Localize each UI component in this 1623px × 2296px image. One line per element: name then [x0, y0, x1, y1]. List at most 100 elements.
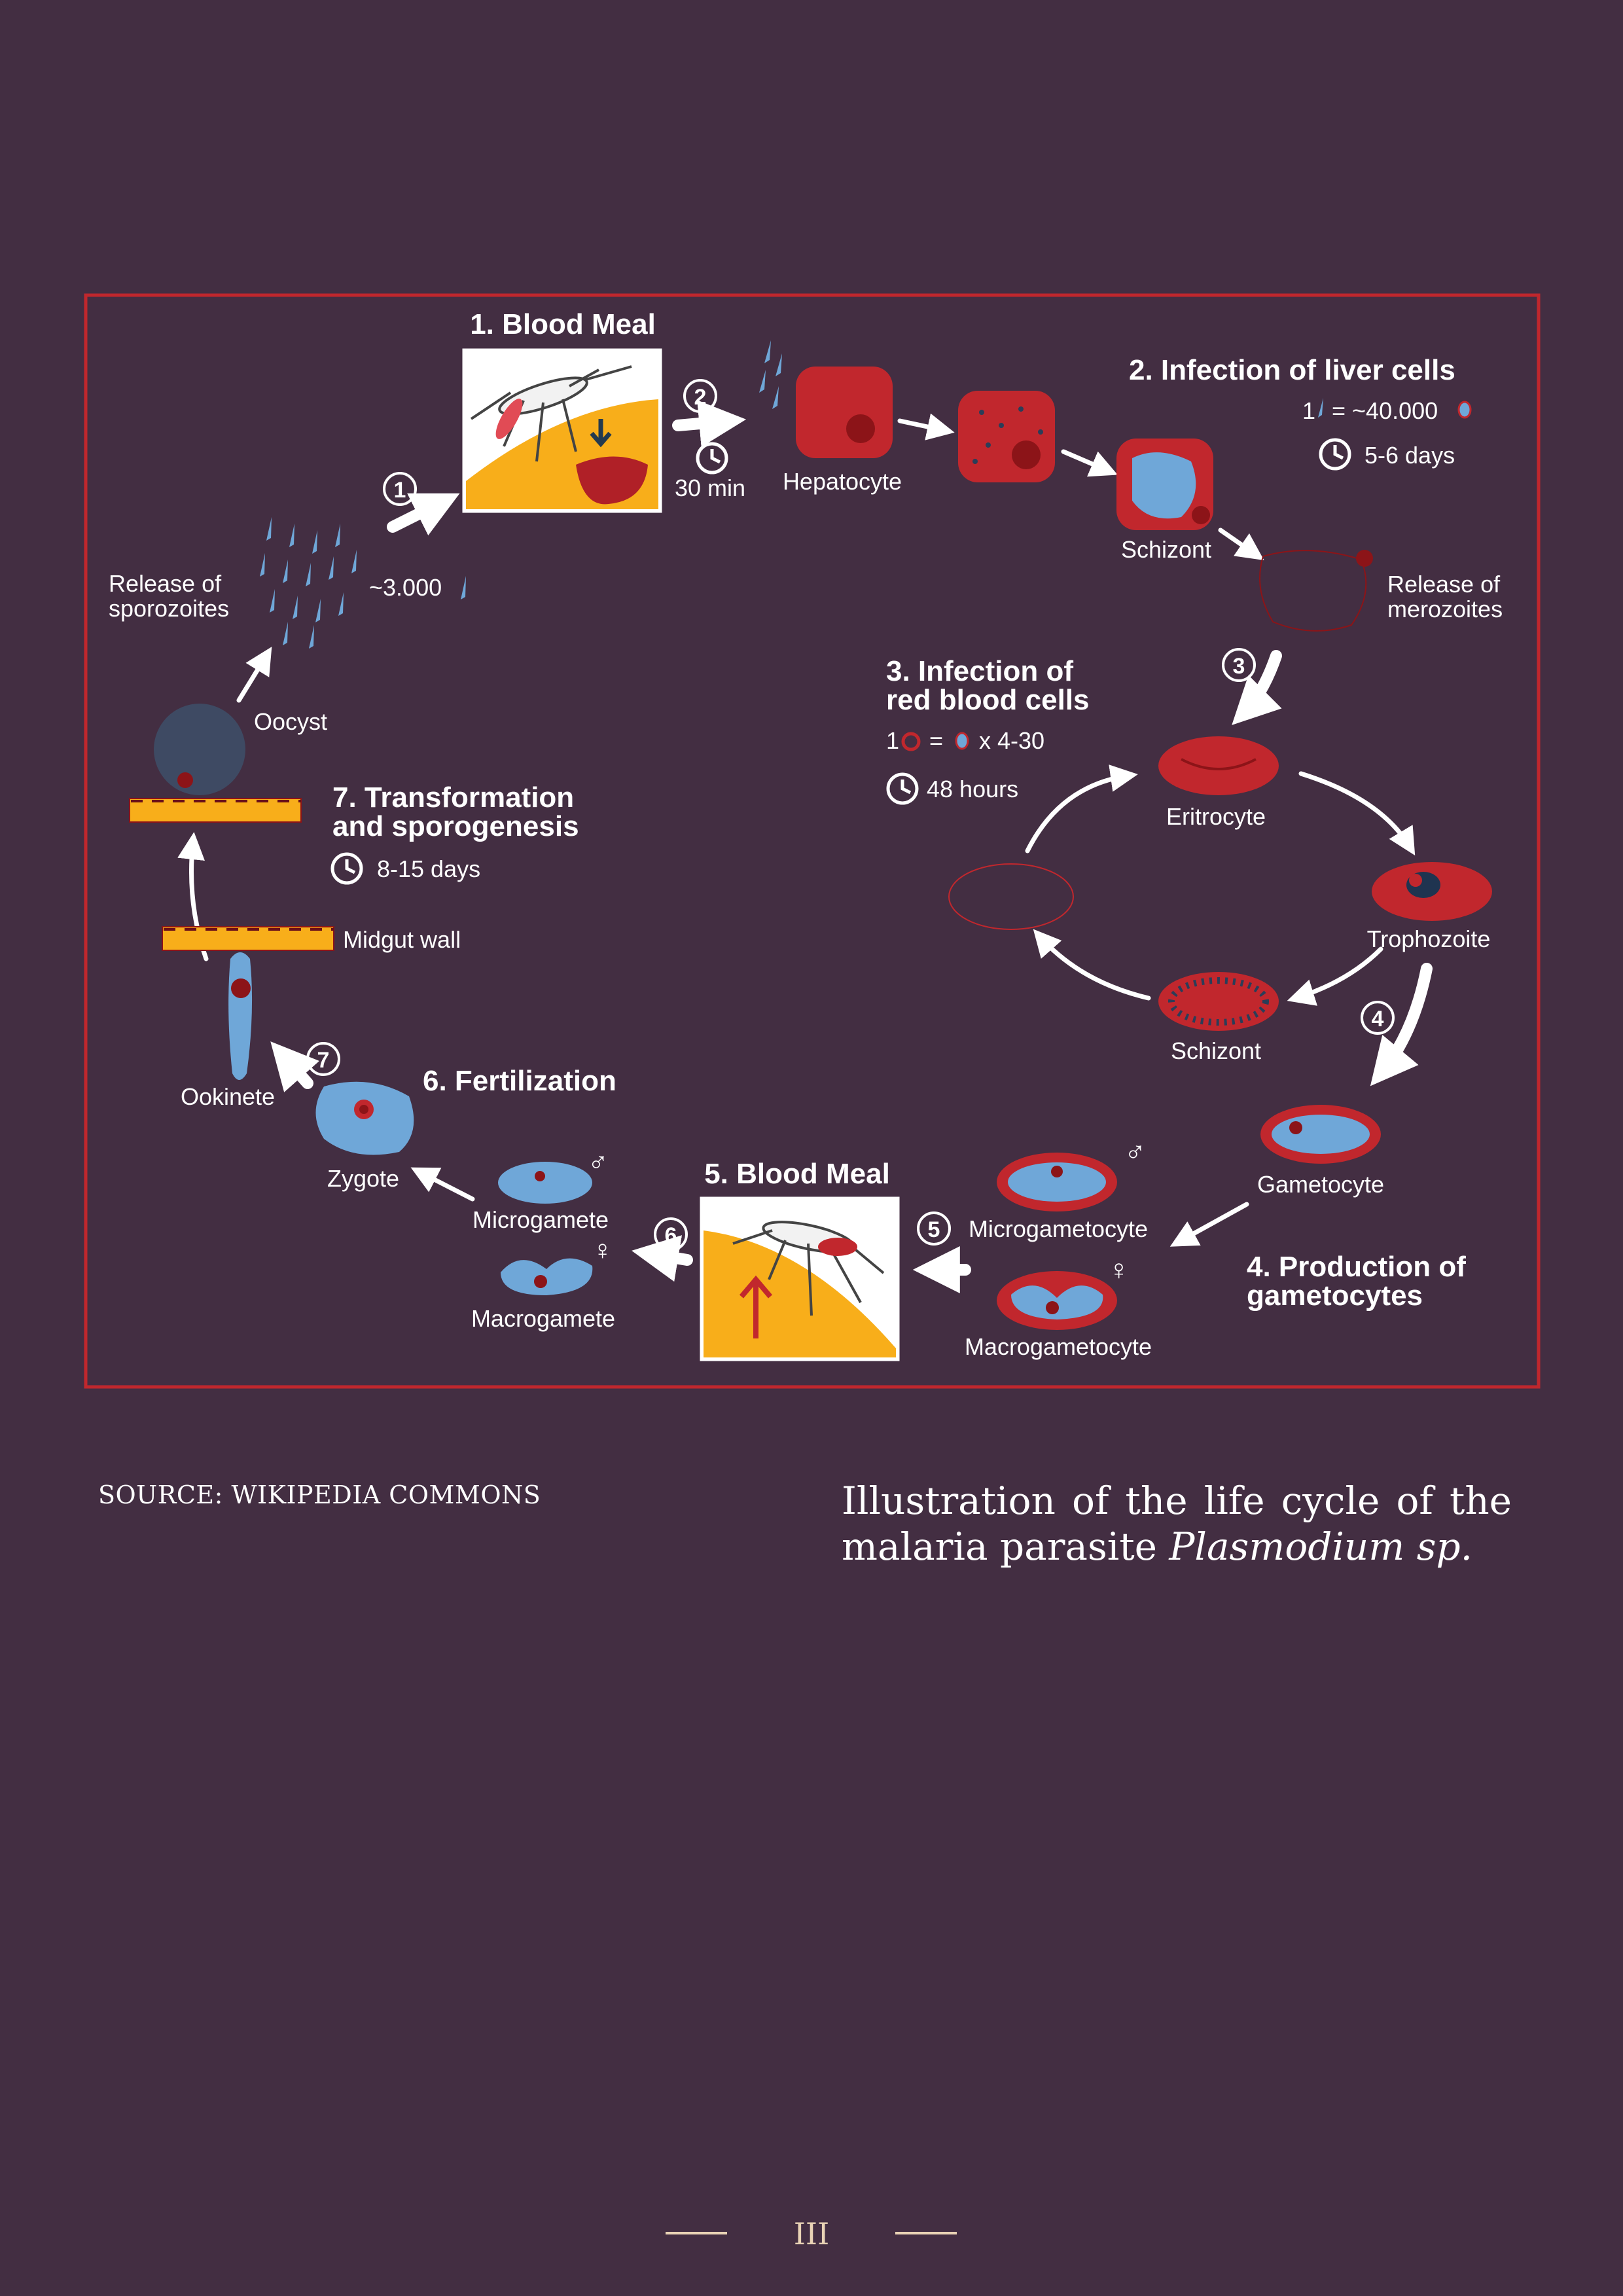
step-number-3: 3: [1222, 648, 1256, 682]
step-number-1: 1: [383, 472, 417, 506]
footer-rule-right: [895, 2232, 957, 2234]
thick-arrows: [270, 400, 1433, 1293]
label-ookinete: Ookinete: [181, 1083, 275, 1110]
label-schizont-liver: Schizont: [1121, 536, 1211, 563]
duration-liver: 5-6 days: [1364, 442, 1455, 469]
liver-ratio-one: 1: [1302, 397, 1315, 424]
liver-ratio-value: = ~40.000: [1332, 397, 1438, 424]
clock-icon: [330, 852, 363, 885]
rbc-ratio-equals: =: [929, 727, 943, 754]
liver-schizont-cell: [1116, 439, 1213, 530]
caption-text-plain: Illustration of the life cycle of the ma…: [842, 1479, 1512, 1569]
label-zygote: Zygote: [327, 1165, 399, 1192]
hepatocyte-cell: [796, 367, 893, 458]
stage3-title-line2: red blood cells: [886, 684, 1090, 716]
malaria-life-cycle-diagram: 1. Blood Meal 2. Infection of liver cell…: [84, 293, 1541, 1389]
stage4-title-line2: gametocytes: [1247, 1280, 1423, 1312]
sporozoite-icon-top: [759, 340, 782, 409]
sporozoite-icon: [1318, 398, 1323, 418]
step-number-2: 2: [683, 379, 717, 413]
svg-text:6: 6: [665, 1223, 677, 1248]
duration-blood-meal: 30 min: [675, 475, 745, 501]
label-midgut-wall: Midgut wall: [343, 926, 461, 953]
svg-text:1: 1: [394, 478, 406, 503]
merozoite-release: [1259, 550, 1373, 632]
eritrocyte-cell: [1158, 736, 1279, 795]
label-trophozoite: Trophozoite: [1367, 925, 1491, 952]
svg-text:4: 4: [1372, 1007, 1384, 1031]
sporozoite-icon: [461, 576, 466, 600]
gametocyte-cell: [1260, 1105, 1381, 1164]
zygote-cell: [315, 1081, 414, 1155]
label-release-merozoites-2: merozoites: [1387, 596, 1503, 622]
mosquito-bite-box-1: [462, 348, 662, 513]
duration-sporogenesis: 8-15 days: [377, 855, 480, 882]
caption-source: SOURCE: WIKIPEDIA COMMONS: [98, 1480, 541, 1509]
step-number-7: 7: [306, 1042, 340, 1076]
merozoite-icon: [1457, 401, 1472, 419]
arrow-step-6: [632, 1235, 693, 1282]
clock-icon: [886, 772, 919, 805]
stage5-title: 5. Blood Meal: [704, 1158, 890, 1190]
thin-arrows: [177, 413, 1416, 1247]
trophozoite-cell: [1372, 862, 1492, 921]
stage1-title: 1. Blood Meal: [470, 308, 656, 340]
duration-rbc: 48 hours: [927, 776, 1018, 802]
svg-text:7: 7: [317, 1048, 330, 1073]
clock-icon: [1319, 438, 1351, 471]
stage7-title-line1: 7. Transformation: [332, 781, 574, 814]
svg-text:5: 5: [928, 1217, 940, 1242]
arrow-step-4: [1370, 963, 1433, 1086]
arrow-step-2: [672, 400, 747, 447]
arrow-step-7: [270, 1041, 319, 1092]
merozoite-icon: [955, 732, 969, 750]
label-release-merozoites-1: Release of: [1387, 571, 1501, 598]
page-number: III: [793, 2216, 830, 2251]
midgut-wall: [162, 926, 334, 951]
sporozoite-cluster: [260, 517, 357, 649]
footer-rule-left: [666, 2232, 727, 2234]
label-microgametocyte: Microgametocyte: [969, 1215, 1148, 1242]
arrow-step-3: [1232, 650, 1282, 725]
female-symbol-gamete: ♀: [592, 1234, 613, 1265]
liver-icon: [576, 456, 648, 505]
stage3-title-line1: 3. Infection of: [886, 655, 1073, 687]
label-macrogamete: Macrogamete: [471, 1305, 615, 1332]
stage6-title: 6. Fertilization: [423, 1065, 616, 1097]
male-symbol: ♂: [1124, 1136, 1146, 1168]
rbc-ratio-one: 1: [886, 727, 899, 754]
clock-icon: [696, 442, 728, 475]
sporozoites-count: ~3.000: [369, 574, 442, 601]
ruptured-rbc: [948, 863, 1074, 930]
label-hepatocyte: Hepatocyte: [783, 468, 902, 495]
blood-schizont-cell: [1158, 972, 1279, 1031]
step-number-4: 4: [1361, 1001, 1395, 1035]
female-symbol: ♀: [1108, 1254, 1130, 1286]
label-schizont-blood: Schizont: [1171, 1037, 1261, 1064]
label-gametocyte: Gametocyte: [1257, 1171, 1384, 1198]
step-number-5: 5: [917, 1211, 951, 1246]
stage2-title: 2. Infection of liver cells: [1129, 354, 1455, 386]
male-symbol-gamete: ♂: [588, 1147, 609, 1177]
rbc-icon: [901, 732, 921, 751]
midgut-wall-oocyst: [129, 704, 302, 823]
microgamete-cell: [498, 1162, 592, 1204]
arrow-step-1: [387, 493, 460, 536]
svg-text:2: 2: [694, 385, 707, 410]
stage4-title-line1: 4. Production of: [1247, 1251, 1466, 1283]
mosquito-bite-box-2: [700, 1196, 900, 1361]
step-number-circles: 1 2 3 4 5 6 7: [306, 379, 1395, 1251]
caption-text: Illustration of the life cycle of the ma…: [842, 1478, 1512, 1570]
step-number-6: 6: [654, 1217, 688, 1251]
label-microgamete: Microgamete: [473, 1206, 609, 1233]
label-macrogametocyte: Macrogametocyte: [965, 1333, 1152, 1360]
stage7-title-line2: and sporogenesis: [332, 810, 579, 842]
diagram-frame: [84, 293, 1541, 1389]
label-release-sporozoites-1: Release of: [109, 570, 222, 597]
label-eritrocyte: Eritrocyte: [1166, 803, 1266, 830]
macrogametocyte-cell: [997, 1271, 1117, 1330]
up-arrow-icon: [739, 1275, 773, 1338]
macrogamete-cell: [501, 1258, 593, 1295]
label-oocyst: Oocyst: [254, 708, 327, 735]
